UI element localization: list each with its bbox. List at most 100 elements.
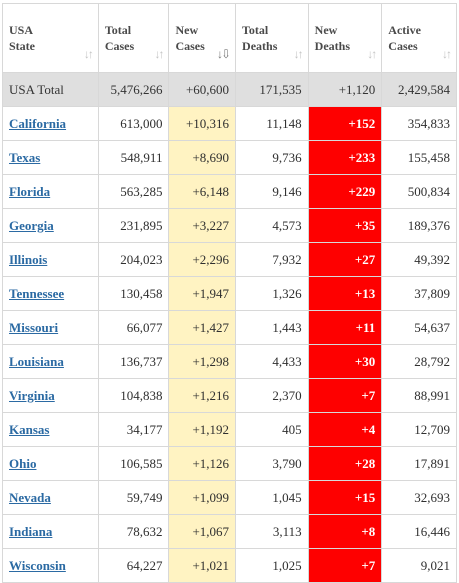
state-cell: Kansas [2, 412, 99, 447]
total-deaths-cell: 1,045 [235, 480, 309, 515]
state-link[interactable]: Illinois [9, 251, 48, 267]
state-link[interactable]: California [9, 115, 67, 131]
state-cell: Georgia [2, 208, 99, 243]
total-deaths-cell: 11,148 [235, 106, 309, 141]
header-total-deaths[interactable]: Total Deaths ↓↑ [235, 3, 309, 73]
active-cases-cell: 9,021 [381, 548, 457, 583]
table-row: Illinois 204,023 +2,296 7,932 +27 49,392 [2, 242, 457, 277]
active-cases-cell: 37,809 [381, 276, 457, 311]
new-deaths-cell: +152 [307, 106, 383, 141]
state-cell: Virginia [2, 378, 99, 413]
new-cases-cell: +6,148 [168, 174, 237, 209]
header-total-cases-line1: Total [104, 23, 132, 37]
total-deaths-cell: 7,932 [235, 242, 309, 277]
state-link[interactable]: Missouri [9, 319, 59, 335]
state-link[interactable]: Ohio [9, 455, 37, 471]
header-total-deaths-line2: Deaths [242, 39, 278, 53]
state-cell: Illinois [2, 242, 99, 277]
total-deaths-cell: 4,573 [235, 208, 309, 243]
active-cases-cell: 32,693 [381, 480, 457, 515]
state-cell: Indiana [2, 514, 99, 549]
total-cases-cell: 130,458 [97, 276, 170, 311]
total-cases-cell: 231,895 [97, 208, 170, 243]
new-deaths-cell: +7 [307, 378, 383, 413]
active-cases-cell: 155,458 [381, 140, 457, 175]
total-cases-cell: 204,023 [97, 242, 170, 277]
table-row: Indiana 78,632 +1,067 3,113 +8 16,446 [2, 514, 457, 549]
header-state-line1: USA [9, 23, 34, 37]
total-deaths-cell: 3,790 [235, 446, 309, 481]
total-cases-cell: 563,285 [97, 174, 170, 209]
table-row: Tennessee 130,458 +1,947 1,326 +13 37,809 [2, 276, 457, 311]
total-cases-cell: 66,077 [97, 310, 170, 345]
header-state[interactable]: USA State ↓↑ [2, 3, 99, 73]
table-row: Georgia 231,895 +3,227 4,573 +35 189,376 [2, 208, 457, 243]
sort-arrows-icon: ↓↑ [442, 47, 452, 61]
active-cases-cell: 28,792 [381, 344, 457, 379]
new-cases-cell: +1,126 [168, 446, 237, 481]
new-cases-cell: +10,316 [168, 106, 237, 141]
total-deaths-cell: 9,146 [235, 174, 309, 209]
new-deaths-cell: +7 [307, 548, 383, 583]
new-deaths-cell: +4 [307, 412, 383, 447]
new-deaths-cell: +229 [307, 174, 383, 209]
total-deaths-cell: 9,736 [235, 140, 309, 175]
state-cell: Tennessee [2, 276, 99, 311]
state-link[interactable]: Nevada [9, 489, 51, 505]
table-row: Missouri 66,077 +1,427 1,443 +11 54,637 [2, 310, 457, 345]
header-new-cases-line2: Cases [175, 39, 205, 53]
new-deaths-cell: +13 [307, 276, 383, 311]
new-cases-cell: +8,690 [168, 140, 237, 175]
covid-table-container: USA State ↓↑ Total Cases ↓↑ New Cases ↓⇩… [2, 3, 457, 583]
state-cell: Texas [2, 140, 99, 175]
new-cases-cell: +1,067 [168, 514, 237, 549]
total-cases-cell: 106,585 [97, 446, 170, 481]
active-cases-cell: 189,376 [381, 208, 457, 243]
state-link[interactable]: Florida [9, 183, 51, 199]
header-active-cases-line2: Cases [388, 39, 418, 53]
header-total-cases[interactable]: Total Cases ↓↑ [97, 3, 170, 73]
total-deaths-cell: 1,326 [235, 276, 309, 311]
header-new-deaths[interactable]: New Deaths ↓↑ [307, 3, 383, 73]
table-row: California 613,000 +10,316 11,148 +152 354,83… [2, 106, 457, 141]
new-deaths-cell: +11 [307, 310, 383, 345]
state-cell: Missouri [2, 310, 99, 345]
new-cases-cell: +1,947 [168, 276, 237, 311]
new-cases-cell: +1,298 [168, 344, 237, 379]
active-cases-cell: 88,991 [381, 378, 457, 413]
state-link[interactable]: Virginia [9, 387, 55, 403]
total-cases-cell: 64,227 [97, 548, 170, 583]
header-new-cases[interactable]: New Cases ↓⇩ [168, 3, 237, 73]
total-state-cell: USA Total [2, 72, 99, 107]
state-link[interactable]: Kansas [9, 421, 50, 437]
new-deaths-cell: +27 [307, 242, 383, 277]
header-row: USA State ↓↑ Total Cases ↓↑ New Cases ↓⇩… [2, 3, 457, 73]
state-cell: Nevada [2, 480, 99, 515]
active-cases-cell: 49,392 [381, 242, 457, 277]
new-deaths-cell: +8 [307, 514, 383, 549]
state-link[interactable]: Texas [9, 149, 41, 165]
table-row: Ohio 106,585 +1,126 3,790 +28 17,891 [2, 446, 457, 481]
state-link[interactable]: Indiana [9, 523, 53, 539]
new-cases-cell: +3,227 [168, 208, 237, 243]
total-deaths-cell: 2,370 [235, 378, 309, 413]
header-new-deaths-line2: Deaths [314, 39, 350, 53]
new-deaths-cell: +15 [307, 480, 383, 515]
new-cases-cell: +1,192 [168, 412, 237, 447]
header-active-cases[interactable]: Active Cases ↓↑ [381, 3, 457, 73]
active-cases-cell: 16,446 [381, 514, 457, 549]
header-total-deaths-line1: Total [242, 23, 269, 37]
state-link[interactable]: Georgia [9, 217, 54, 233]
header-new-cases-line1: New [175, 23, 199, 37]
sort-arrows-icon: ↓↑ [83, 47, 94, 61]
new-cases-cell: +1,427 [168, 310, 237, 345]
active-cases-cell: 54,637 [381, 310, 457, 345]
state-link[interactable]: Louisiana [9, 353, 64, 369]
header-new-deaths-line1: New [314, 23, 338, 37]
new-cases-cell: +2,296 [168, 242, 237, 277]
active-cases-cell: 17,891 [381, 446, 457, 481]
table-row: Virginia 104,838 +1,216 2,370 +7 88,991 [2, 378, 457, 413]
state-link[interactable]: Tennessee [9, 285, 65, 301]
state-link[interactable]: Wisconsin [9, 557, 66, 573]
new-deaths-cell: +233 [307, 140, 383, 175]
